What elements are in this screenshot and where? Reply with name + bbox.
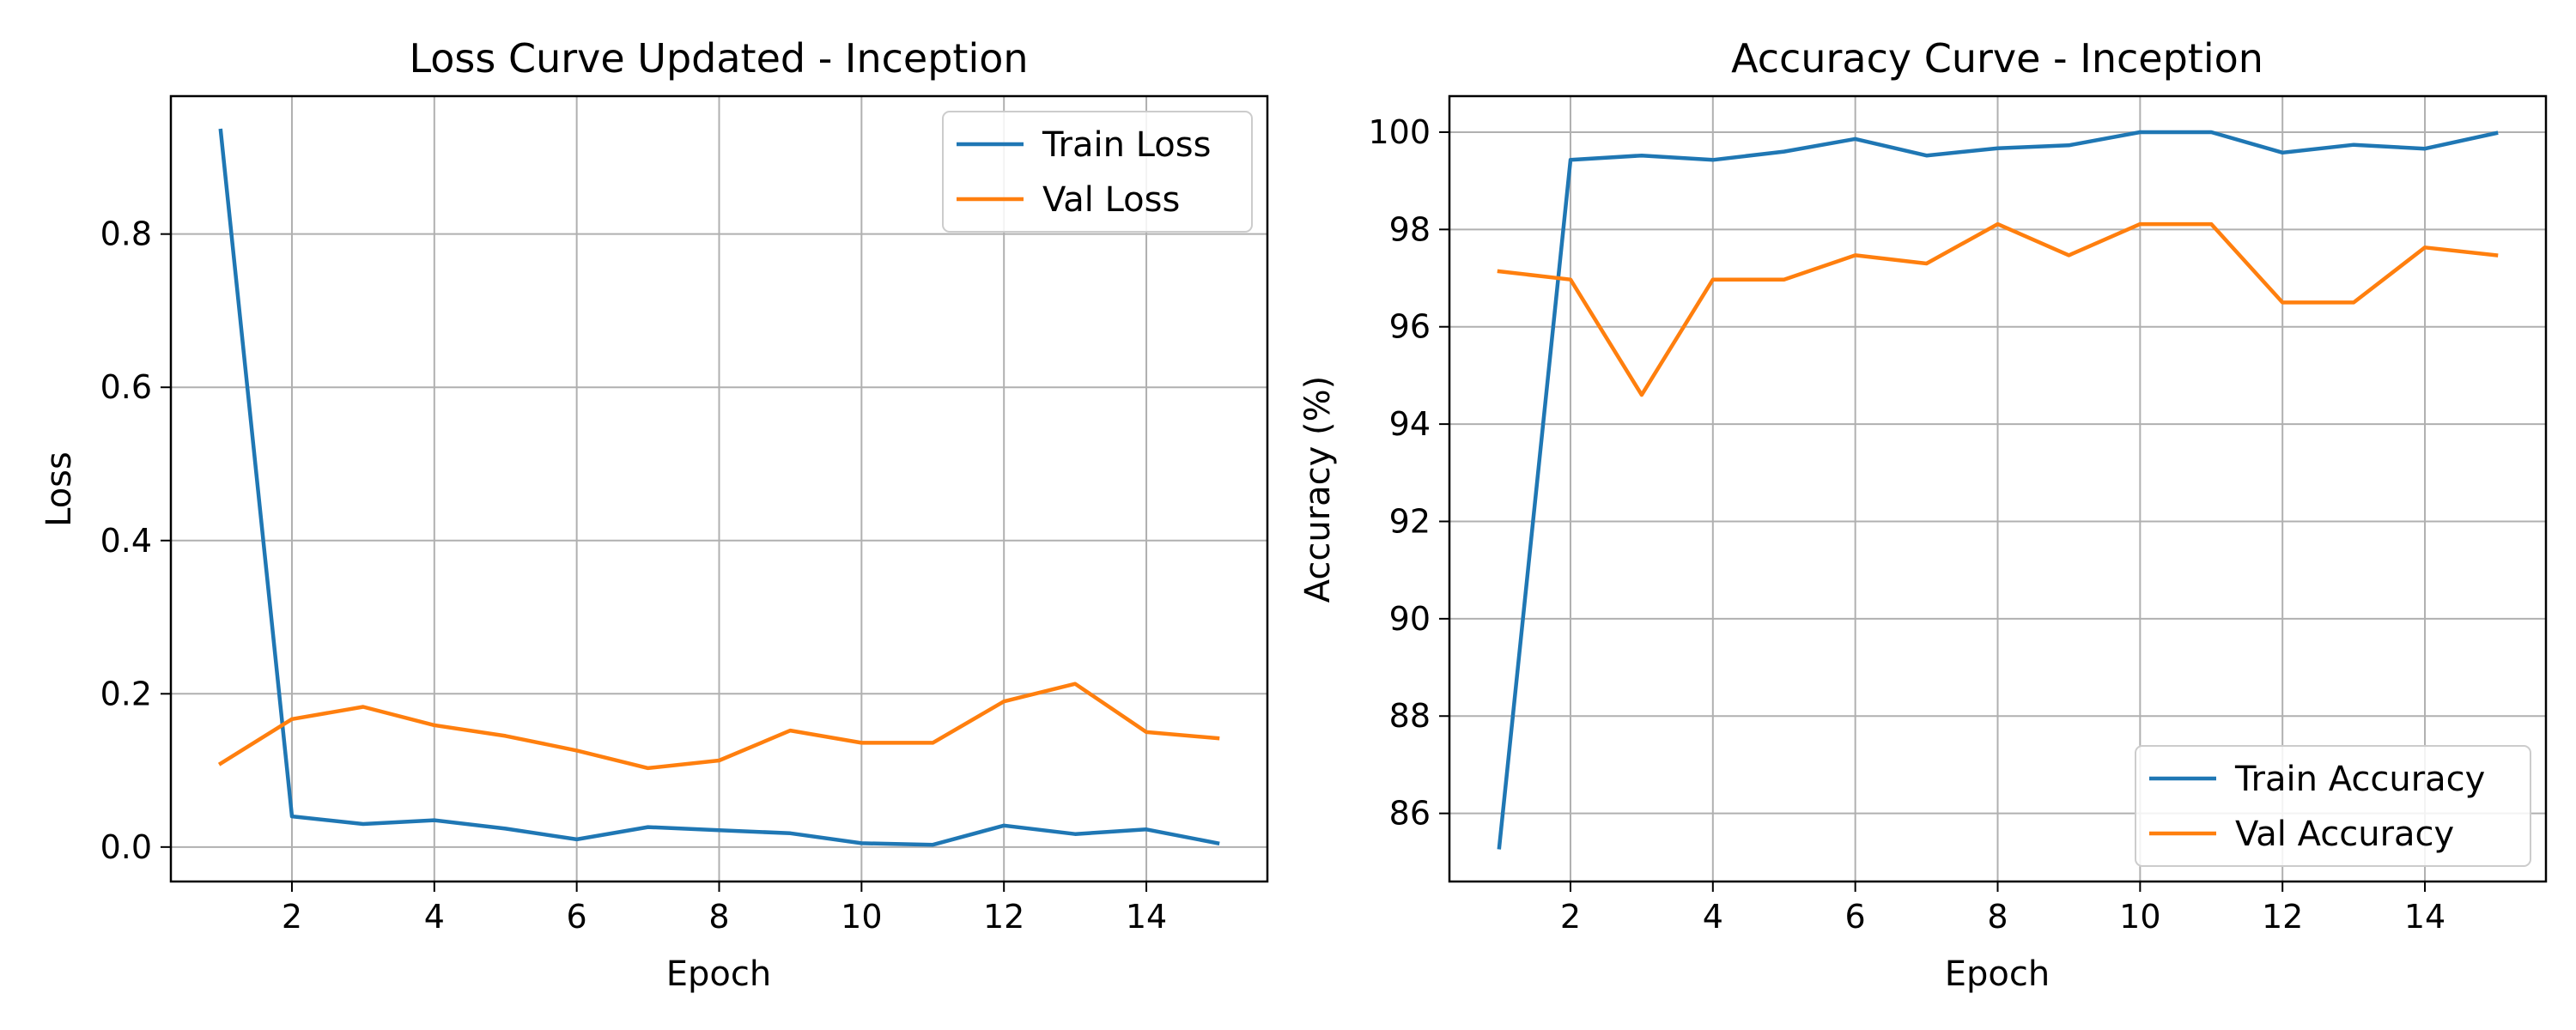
accuracy-legend: Train Accuracy Val Accuracy — [2135, 745, 2531, 867]
accuracy-y-tick-label: 94 — [1389, 405, 1431, 443]
accuracy-x-tick-label: 12 — [2262, 898, 2303, 936]
accuracy-x-tick-label: 10 — [2119, 898, 2160, 936]
accuracy-y-tick-label: 92 — [1389, 502, 1431, 540]
loss-series — [217, 128, 1220, 847]
loss-y-tick-label: 0.2 — [100, 675, 152, 712]
accuracy-series-val-accuracy — [1497, 221, 2499, 397]
loss-x-tick-label: 10 — [841, 898, 882, 936]
accuracy-x-axis-label: Epoch — [1945, 954, 2050, 994]
accuracy-x-tick-label: 2 — [1560, 898, 1581, 936]
accuracy-x-tick-label: 14 — [2404, 898, 2445, 936]
loss-x-tick-label: 14 — [1126, 898, 1167, 936]
accuracy-ticks: 2 4 6 8 10 12 14 86 88 90 92 94 96 98 100 — [1368, 113, 2445, 936]
loss-legend-label-val-loss: Val Loss — [1042, 180, 1180, 220]
loss-y-tick-label: 0.4 — [100, 522, 152, 560]
accuracy-y-tick-label: 86 — [1389, 795, 1431, 833]
accuracy-y-tick-label: 100 — [1368, 113, 1431, 151]
loss-legend-label-train-loss: Train Loss — [1042, 125, 1211, 165]
accuracy-x-tick-label: 8 — [1987, 898, 2008, 936]
accuracy-legend-box — [2135, 745, 2531, 867]
loss-x-tick-label: 8 — [708, 898, 729, 936]
loss-series-val-loss — [217, 682, 1220, 771]
accuracy-legend-label-train-accuracy: Train Accuracy — [2234, 760, 2485, 799]
loss-legend-box — [942, 111, 1253, 233]
accuracy-chart-title: Accuracy Curve - Inception — [1731, 35, 2263, 82]
accuracy-y-axis-label: Accuracy (%) — [1298, 376, 1338, 603]
loss-ticks: 2 4 6 8 10 12 14 0.0 0.2 0.4 0.6 0.8 — [100, 215, 1168, 936]
loss-series-train-loss — [218, 128, 1220, 847]
loss-y-axis-label: Loss — [39, 451, 79, 527]
loss-x-tick-label: 4 — [424, 898, 445, 936]
accuracy-legend-label-val-accuracy: Val Accuracy — [2235, 815, 2454, 854]
loss-legend: Train Loss Val Loss — [942, 111, 1253, 233]
accuracy-chart: 2 4 6 8 10 12 14 86 88 90 92 94 96 98 100 Accuracy Cur… — [1298, 35, 2548, 994]
loss-y-tick-label: 0.8 — [100, 215, 152, 253]
loss-x-tick-label: 6 — [567, 898, 587, 936]
loss-y-tick-label: 0.0 — [100, 828, 152, 866]
accuracy-y-tick-label: 90 — [1389, 600, 1431, 638]
accuracy-x-tick-label: 6 — [1845, 898, 1866, 936]
loss-chart-title: Loss Curve Updated - Inception — [409, 35, 1028, 82]
loss-x-axis-label: Epoch — [666, 954, 771, 994]
accuracy-y-tick-label: 88 — [1389, 697, 1431, 735]
accuracy-y-tick-label: 96 — [1389, 308, 1431, 346]
accuracy-x-tick-label: 4 — [1703, 898, 1723, 936]
accuracy-series — [1497, 130, 2499, 850]
accuracy-y-tick-label: 98 — [1389, 210, 1431, 248]
loss-x-tick-label: 12 — [983, 898, 1024, 936]
loss-chart: 2 4 6 8 10 12 14 0.0 0.2 0.4 0.6 0.8 Loss Curve Upd… — [39, 35, 1269, 994]
loss-y-tick-label: 0.6 — [100, 368, 152, 406]
accuracy-series-train-accuracy — [1497, 130, 2499, 850]
loss-x-tick-label: 2 — [282, 898, 302, 936]
